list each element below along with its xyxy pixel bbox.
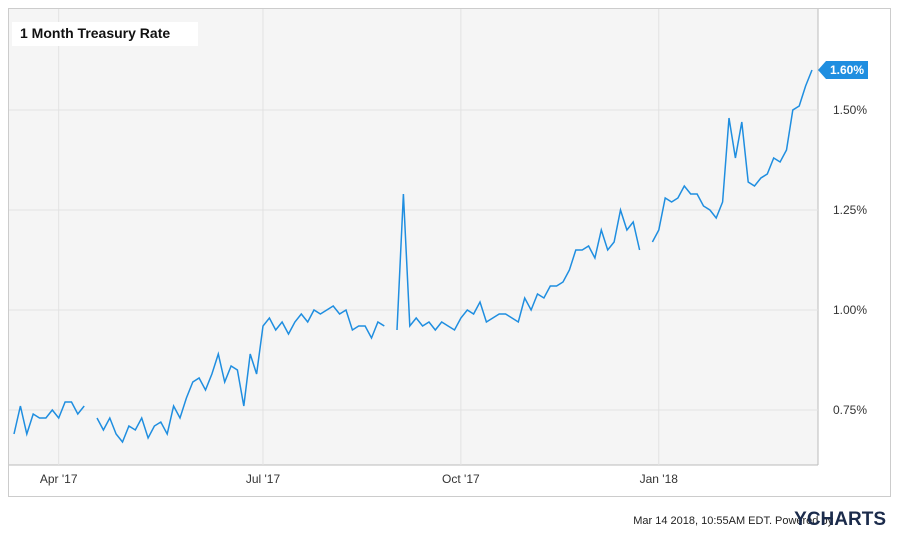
plot-area	[9, 9, 818, 465]
y-tick-label: 1.00%	[833, 303, 867, 317]
y-tick-label: 0.75%	[833, 403, 867, 417]
y-tick-label: 1.25%	[833, 203, 867, 217]
title-box	[12, 22, 198, 46]
chart-title: 1 Month Treasury Rate	[20, 25, 170, 41]
value-label: 1.60%	[830, 63, 864, 77]
grid	[9, 9, 818, 465]
line	[13, 69, 813, 444]
brand-logo: YCHARTS	[794, 509, 886, 530]
series	[13, 69, 813, 444]
timestamp: Mar 14 2018, 10:55AM EDT.	[633, 515, 772, 527]
powered-by: Powered by	[775, 515, 834, 527]
x-tick-label: Oct '17	[442, 472, 480, 486]
value-badge	[818, 61, 868, 79]
y-tick-label: 1.50%	[833, 103, 867, 117]
x-tick-label: Apr '17	[40, 472, 78, 486]
x-tick-label: Jan '18	[640, 472, 679, 486]
x-tick-label: Jul '17	[246, 472, 281, 486]
